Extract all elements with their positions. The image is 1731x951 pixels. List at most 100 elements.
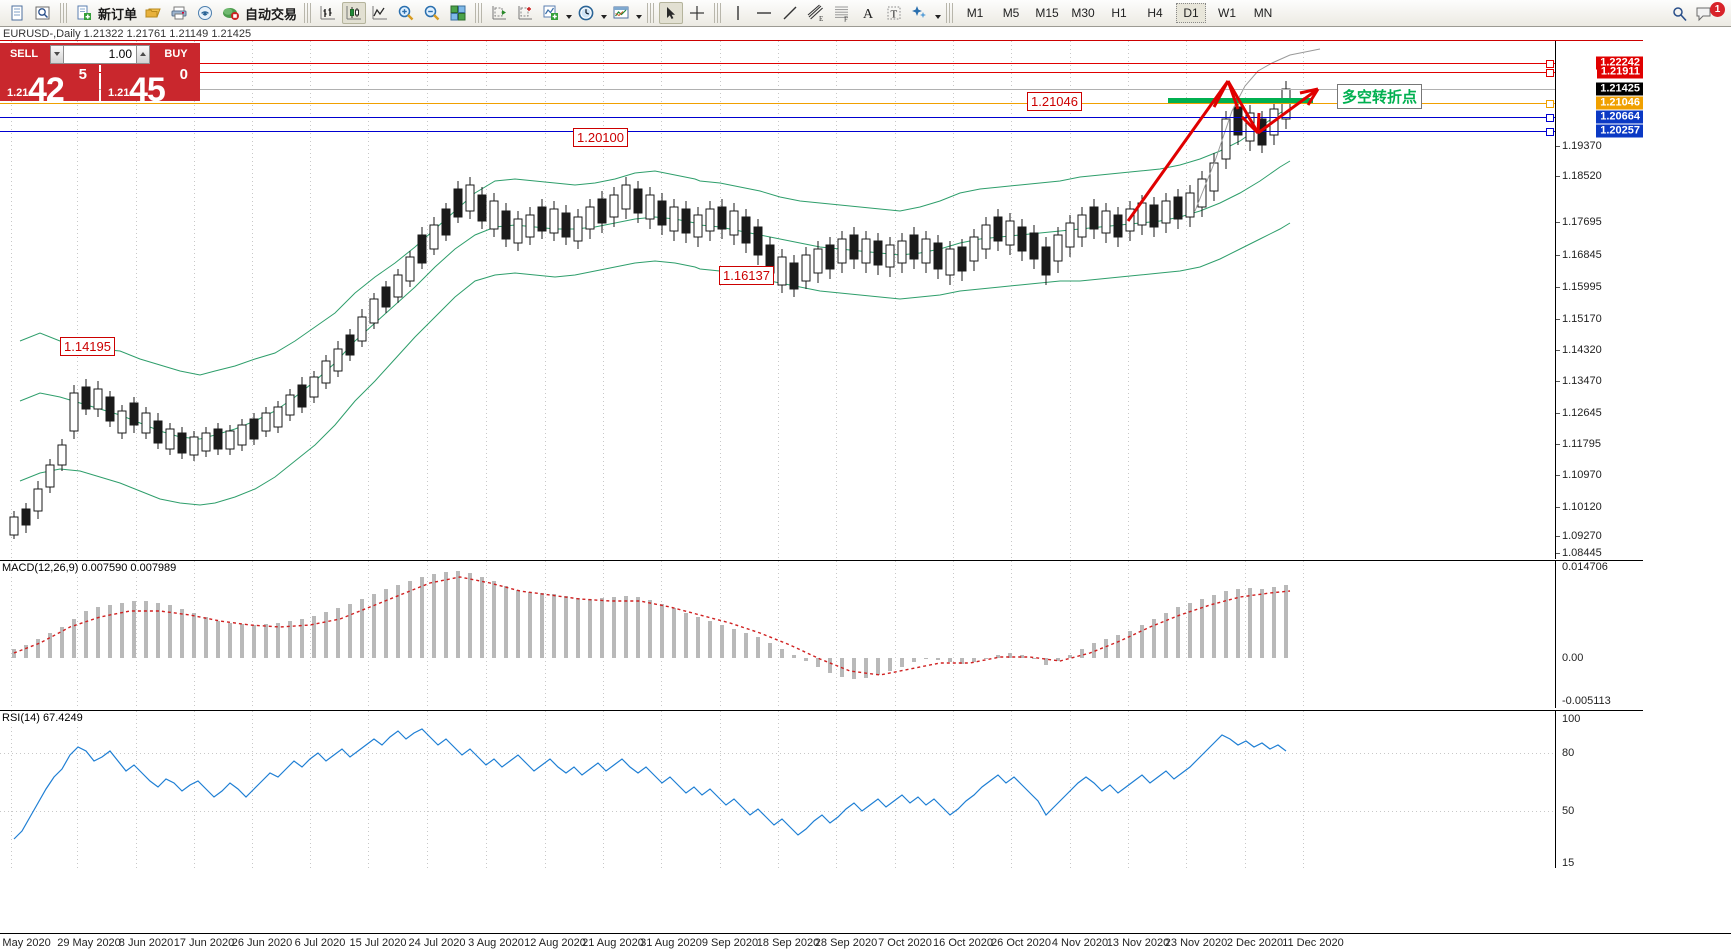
shapes-icon[interactable] (908, 2, 932, 24)
market-watch-icon[interactable] (31, 2, 55, 24)
grid-line-v (136, 41, 137, 559)
level-handle[interactable] (1546, 69, 1554, 77)
level-line-121046[interactable] (0, 100, 1555, 108)
bar-chart-icon[interactable] (316, 2, 340, 24)
price-tick-113470: 1.13470 (1562, 375, 1602, 387)
lot-size-input[interactable]: 1.00 (64, 44, 136, 64)
folder-icon[interactable] (141, 2, 165, 24)
chart-shift-icon[interactable] (513, 2, 537, 24)
trendline-icon[interactable] (778, 2, 802, 24)
timeframe-h1[interactable]: H1 (1111, 6, 1127, 20)
lot-size-stepper[interactable]: 1.00 (48, 43, 152, 65)
chip-last-price[interactable]: 1.21425 (1596, 82, 1643, 96)
search-icon[interactable] (1668, 3, 1692, 25)
lot-decrement-icon[interactable] (50, 44, 64, 64)
date-label: 11 Dec 2020 (1282, 937, 1344, 949)
rsi-pane[interactable]: RSI(14) 67.4249 100 80 50 (0, 710, 1643, 869)
date-axis[interactable]: 0 May 2020 29 May 2020 8 Jun 2020 17 Jun… (0, 933, 1731, 951)
macd-tick-min: -0.005113 (1562, 695, 1611, 707)
level-handle[interactable] (1546, 100, 1554, 108)
text-icon[interactable]: A (856, 2, 880, 24)
shapes-dropdown-caret-icon[interactable] (933, 2, 942, 24)
autotrading-label[interactable]: 自动交易 (245, 6, 298, 22)
timeframe-m15[interactable]: M15 (1035, 6, 1059, 20)
date-label: 9 Sep 2020 (701, 937, 759, 949)
buy-price-display[interactable]: 1.21 45 0 (101, 65, 200, 101)
horizontal-line-icon[interactable] (752, 2, 776, 24)
timeframe-mn[interactable]: MN (1253, 6, 1273, 20)
new-order-icon[interactable] (72, 2, 96, 24)
price-axis[interactable]: 1.19370 1.18520 1.17695 1.16845 1.15995 … (1555, 41, 1643, 559)
fibonacci-icon[interactable]: F (830, 2, 854, 24)
template-icon[interactable] (609, 2, 633, 24)
sell-price-display[interactable]: 1.21 42 5 (0, 65, 99, 101)
signals-wifi-icon[interactable] (193, 2, 217, 24)
level-line-121911[interactable] (0, 69, 1555, 77)
timeframe-m5[interactable]: M5 (1002, 6, 1020, 20)
level-line-120257[interactable] (0, 128, 1555, 136)
annotation-120100[interactable]: 1.20100 (573, 128, 628, 147)
level-handle[interactable] (1546, 128, 1554, 136)
buy-button[interactable]: BUY (152, 43, 200, 65)
timeframe-w1[interactable]: W1 (1218, 6, 1237, 20)
period-dropdown-caret-icon[interactable] (599, 2, 608, 24)
level-handle[interactable] (1546, 114, 1554, 122)
macd-label: MACD(12,26,9) 0.007590 0.007989 (2, 562, 177, 574)
tile-windows-icon[interactable] (446, 2, 470, 24)
grid-line-v (1245, 41, 1246, 559)
annotation-114195[interactable]: 1.14195 (60, 337, 115, 356)
clock-period-icon[interactable] (574, 2, 598, 24)
new-order-label[interactable]: 新订单 (98, 6, 138, 22)
grid-line-v (194, 711, 195, 868)
toolbar-separator (60, 3, 67, 23)
chip-support-lower[interactable]: 1.20257 (1596, 124, 1643, 138)
sell-price-big: 42 (28, 71, 65, 101)
grid-line-v (1011, 561, 1012, 708)
template-dropdown-caret-icon[interactable] (634, 2, 643, 24)
grid-line-v (895, 711, 896, 868)
autotrading-icon[interactable] (219, 2, 243, 24)
timeframe-d1[interactable]: D1 (1176, 3, 1207, 23)
text-label-icon[interactable]: T (882, 2, 906, 24)
chart-area[interactable]: EURUSD-,Daily 1.21322 1.21761 1.21149 1.… (0, 27, 1731, 951)
cursor-icon[interactable] (659, 2, 684, 24)
annotation-116137[interactable]: 1.16137 (719, 266, 774, 285)
printer-icon[interactable] (167, 2, 191, 24)
auto-scroll-icon[interactable] (487, 2, 511, 24)
timeframe-m1[interactable]: M1 (966, 6, 984, 20)
equidistant-channel-icon[interactable]: E (804, 2, 828, 24)
chip-resistance-lower[interactable]: 1.21911 (1596, 65, 1643, 79)
notification-badge[interactable]: 1 (1710, 2, 1725, 17)
timeframe-h4[interactable]: H4 (1147, 6, 1163, 20)
crosshair-icon[interactable] (685, 2, 709, 24)
grid-line-v (661, 561, 662, 708)
level-line-120664[interactable] (0, 114, 1555, 122)
price-tick-116845: 1.16845 (1562, 249, 1602, 261)
chip-support-upper[interactable]: 1.20664 (1596, 110, 1643, 124)
level-line-122242[interactable] (0, 60, 1555, 68)
zoom-in-icon[interactable] (394, 2, 418, 24)
macd-pane[interactable]: MACD(12,26,9) 0.007590 0.007989 (0, 560, 1643, 708)
grid-line-v (895, 41, 896, 559)
annotation-121046[interactable]: 1.21046 (1027, 92, 1082, 111)
candlestick-chart-icon[interactable] (342, 2, 367, 24)
line-chart-icon[interactable] (368, 2, 392, 24)
grid-line-v (1070, 561, 1071, 708)
lot-increment-icon[interactable] (136, 44, 150, 64)
level-handle[interactable] (1546, 60, 1554, 68)
price-pane[interactable]: 1.14195 1.20100 1.16137 1.21046 多空转折点 1.… (0, 41, 1643, 559)
grid-line-v (11, 561, 12, 708)
terminal-icon[interactable] (5, 2, 29, 24)
indicator-add-icon[interactable] (539, 2, 563, 24)
sell-button[interactable]: SELL (0, 43, 48, 65)
one-click-trading-panel[interactable]: SELL 1.00 BUY 1.21 42 5 1.21 45 0 (0, 43, 200, 101)
rsi-axis: 100 80 50 15 (1555, 711, 1643, 869)
zoom-out-icon[interactable] (420, 2, 444, 24)
grid-line-v (720, 41, 721, 559)
grid-line-v (1070, 711, 1071, 868)
annotation-turning-point[interactable]: 多空转折点 (1337, 84, 1423, 109)
indicator-dropdown-caret-icon[interactable] (564, 2, 573, 24)
vertical-line-icon[interactable] (726, 2, 750, 24)
timeframe-m30[interactable]: M30 (1071, 6, 1095, 20)
chip-pivot[interactable]: 1.21046 (1596, 96, 1643, 110)
